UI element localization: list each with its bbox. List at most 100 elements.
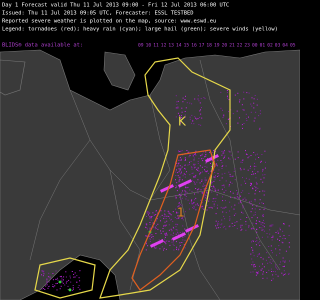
lightning-dot bbox=[145, 249, 147, 251]
lightning-dot bbox=[72, 285, 74, 286]
lightning-dot bbox=[223, 152, 225, 154]
lightning-dot bbox=[165, 234, 167, 236]
lightning-dot bbox=[223, 115, 225, 117]
blids-hour: 22 bbox=[237, 43, 243, 49]
lightning-dot bbox=[201, 171, 203, 173]
lightning-dot bbox=[185, 174, 186, 176]
lightning-dot bbox=[181, 242, 183, 243]
lightning-dot bbox=[162, 230, 164, 232]
lightning-dot bbox=[184, 157, 186, 159]
lightning-dot bbox=[262, 174, 264, 176]
lightning-dot bbox=[175, 179, 176, 181]
lightning-dot bbox=[264, 190, 266, 192]
lightning-dot bbox=[197, 179, 199, 181]
lightning-streak bbox=[160, 184, 174, 193]
lightning-dot bbox=[250, 211, 252, 213]
lightning-dot bbox=[43, 273, 45, 275]
lightning-dot bbox=[175, 223, 177, 225]
lightning-dot bbox=[206, 192, 208, 194]
lightning-dot bbox=[250, 155, 252, 156]
blids-hour: 09 bbox=[138, 43, 144, 49]
lightning-dot bbox=[279, 235, 281, 237]
lightning-dot bbox=[164, 221, 166, 223]
lightning-dot bbox=[64, 284, 66, 286]
lightning-dot bbox=[214, 189, 216, 191]
lightning-dot bbox=[244, 180, 246, 182]
lightning-dot bbox=[229, 218, 231, 220]
lightning-dot bbox=[146, 212, 148, 214]
lightning-dot bbox=[168, 211, 170, 213]
lightning-dot bbox=[199, 165, 201, 167]
lightning-dot bbox=[205, 195, 207, 197]
lightning-dot bbox=[228, 226, 230, 228]
lightning-dot bbox=[243, 98, 245, 100]
lightning-dot bbox=[184, 239, 186, 241]
lightning-dot bbox=[163, 247, 165, 249]
lightning-dot bbox=[184, 116, 186, 118]
lightning-dot bbox=[205, 151, 207, 153]
lightning-dot bbox=[262, 214, 263, 216]
lightning-dot bbox=[191, 168, 193, 170]
lightning-dot bbox=[180, 159, 182, 161]
lightning-dot bbox=[205, 154, 207, 155]
lightning-dot bbox=[228, 185, 230, 187]
lightning-dot bbox=[240, 195, 241, 197]
lightning-dot bbox=[251, 227, 253, 229]
lightning-dot bbox=[177, 165, 179, 167]
lightning-dot bbox=[267, 236, 269, 238]
lightning-dot bbox=[202, 205, 204, 207]
lightning-dot bbox=[175, 197, 177, 199]
lightning-dot bbox=[149, 237, 151, 239]
lightning-dot bbox=[205, 196, 206, 198]
lightning-dot bbox=[194, 193, 195, 195]
lightning-dot bbox=[257, 187, 259, 189]
lightning-dot bbox=[203, 97, 205, 98]
lightning-dot bbox=[47, 287, 49, 289]
lightning-dot bbox=[211, 182, 213, 184]
lightning-dot bbox=[217, 189, 219, 191]
lightning-dot bbox=[217, 159, 219, 161]
lightning-dot bbox=[149, 218, 151, 220]
lightning-dot bbox=[182, 190, 183, 192]
blids-hour: 02 bbox=[267, 43, 273, 49]
lightning-dot bbox=[279, 249, 281, 251]
lightning-dot bbox=[239, 224, 241, 226]
lightning-dot bbox=[222, 226, 224, 228]
lightning-dot bbox=[56, 278, 58, 280]
lightning-dot bbox=[166, 240, 168, 242]
lightning-dot bbox=[239, 200, 241, 202]
lightning-dot bbox=[181, 217, 183, 219]
lightning-dot bbox=[255, 186, 257, 188]
lightning-dot bbox=[197, 192, 199, 194]
lightning-dot bbox=[176, 169, 177, 171]
lightning-dot bbox=[241, 228, 243, 230]
lightning-dot bbox=[252, 248, 254, 250]
lightning-dot bbox=[69, 275, 71, 277]
lightning-dot bbox=[279, 263, 281, 265]
lightning-dot bbox=[183, 173, 185, 175]
lightning-dot bbox=[245, 177, 247, 179]
lightning-dot bbox=[224, 200, 226, 202]
lightning-dot bbox=[263, 266, 265, 268]
lightning-dot bbox=[247, 157, 249, 159]
lightning-dot bbox=[57, 277, 58, 279]
blids-hour: 20 bbox=[222, 43, 228, 49]
lightning-dot bbox=[272, 274, 274, 276]
lightning-dot bbox=[246, 120, 248, 121]
lightning-dot bbox=[222, 207, 224, 209]
lightning-dot bbox=[254, 193, 256, 195]
lightning-dot bbox=[246, 217, 248, 218]
lightning-dot bbox=[241, 161, 243, 163]
lightning-dot bbox=[200, 155, 201, 157]
forecast-map: K 1 Day 1 Forecast valid Thu 11 Jul 2013… bbox=[0, 2, 300, 300]
lightning-dot bbox=[184, 164, 186, 166]
lightning-dot bbox=[182, 97, 184, 99]
lightning-dot bbox=[190, 202, 192, 204]
lightning-dot bbox=[152, 236, 154, 237]
lightning-dot bbox=[256, 255, 258, 257]
lightning-dot bbox=[259, 221, 261, 223]
lightning-dot bbox=[52, 279, 54, 281]
lightning-dot bbox=[177, 215, 179, 217]
lightning-dot bbox=[258, 253, 260, 254]
lightning-dot bbox=[256, 231, 258, 233]
